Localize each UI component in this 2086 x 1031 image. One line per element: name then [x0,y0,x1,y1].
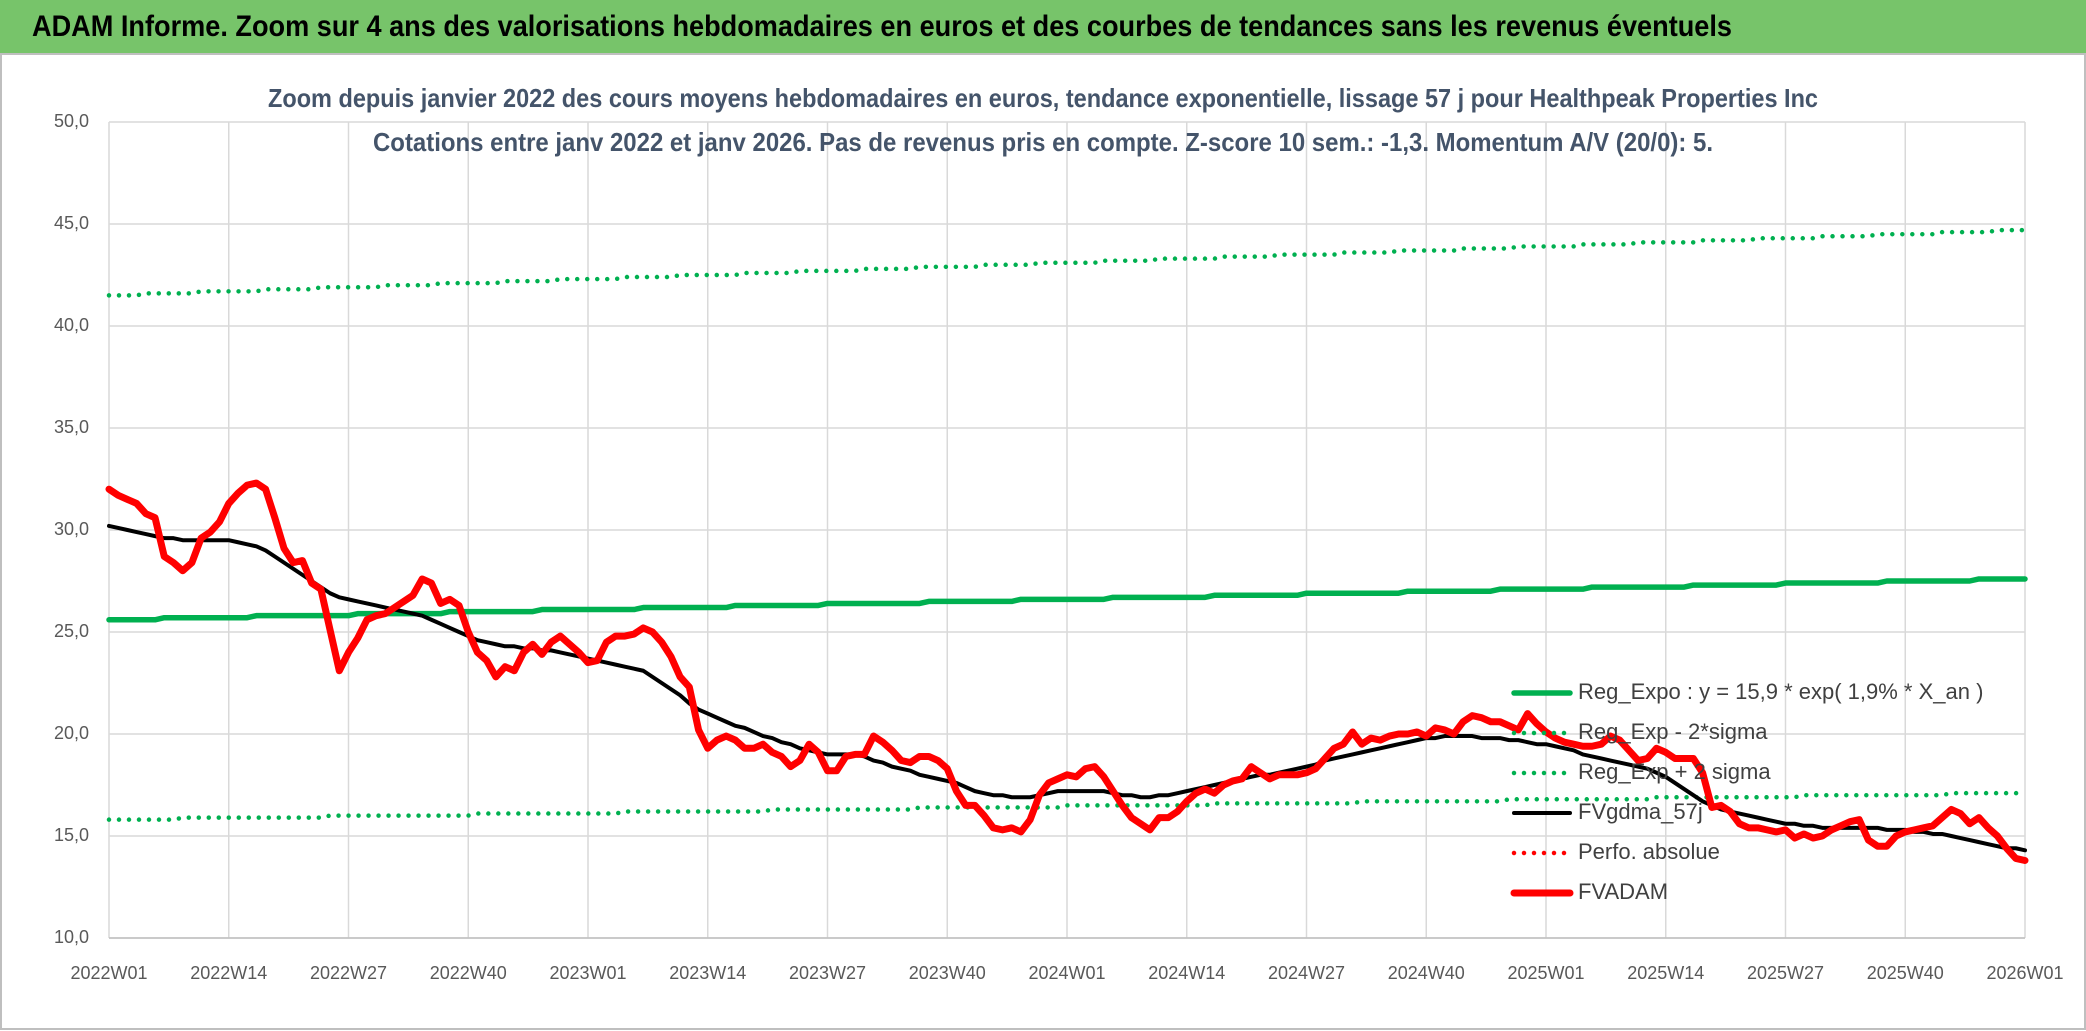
x-tick-label: 2022W01 [70,963,147,983]
chart-frame [0,53,2086,1030]
x-tick-label: 2023W01 [549,963,626,983]
y-tick-label: 15,0 [54,825,89,845]
legend-label: Reg_Exp - 2*sigma [1578,719,1768,744]
y-tick-label: 35,0 [54,417,89,437]
x-tick-label: 2025W40 [1867,963,1944,983]
x-tick-label: 2025W01 [1507,963,1584,983]
x-tick-label: 2025W14 [1627,963,1704,983]
x-tick-label: 2026W01 [1986,963,2063,983]
legend-label: Perfo. absolue [1578,839,1720,864]
legend-label: Reg_Exp + 2 sigma [1578,759,1771,784]
x-tick-label: 2025W27 [1747,963,1824,983]
x-tick-label: 2022W40 [430,963,507,983]
y-tick-label: 10,0 [54,927,89,947]
legend-label: Reg_Expo : y = 15,9 * exp( 1,9% * X_an ) [1578,679,1983,704]
y-tick-label: 40,0 [54,315,89,335]
chart-title: Zoom depuis janvier 2022 des cours moyen… [268,83,1818,113]
y-tick-label: 45,0 [54,213,89,233]
legend-label: FVgdma_57j [1578,799,1703,824]
banner-title: ADAM Informe. Zoom sur 4 ans des valoris… [32,10,1732,43]
series-line [106,227,2028,298]
series-line [107,523,2027,853]
y-tick-label: 30,0 [54,519,89,539]
series-line [106,576,2028,623]
legend-label: FVADAM [1578,879,1668,904]
x-tick-label: 2024W01 [1028,963,1105,983]
x-tick-label: 2023W40 [909,963,986,983]
series-line [105,479,2029,864]
y-tick-label: 50,0 [54,111,89,131]
x-tick-label: 2024W40 [1388,963,1465,983]
x-tick-label: 2023W27 [789,963,866,983]
x-tick-label: 2022W27 [310,963,387,983]
banner [0,0,2086,54]
x-tick-label: 2023W14 [669,963,746,983]
x-tick-label: 2022W14 [190,963,267,983]
x-tick-label: 2024W27 [1268,963,1345,983]
y-tick-label: 20,0 [54,723,89,743]
chart-subtitle: Cotations entre janv 2022 et janv 2026. … [373,127,1713,157]
x-tick-label: 2024W14 [1148,963,1225,983]
y-tick-label: 25,0 [54,621,89,641]
